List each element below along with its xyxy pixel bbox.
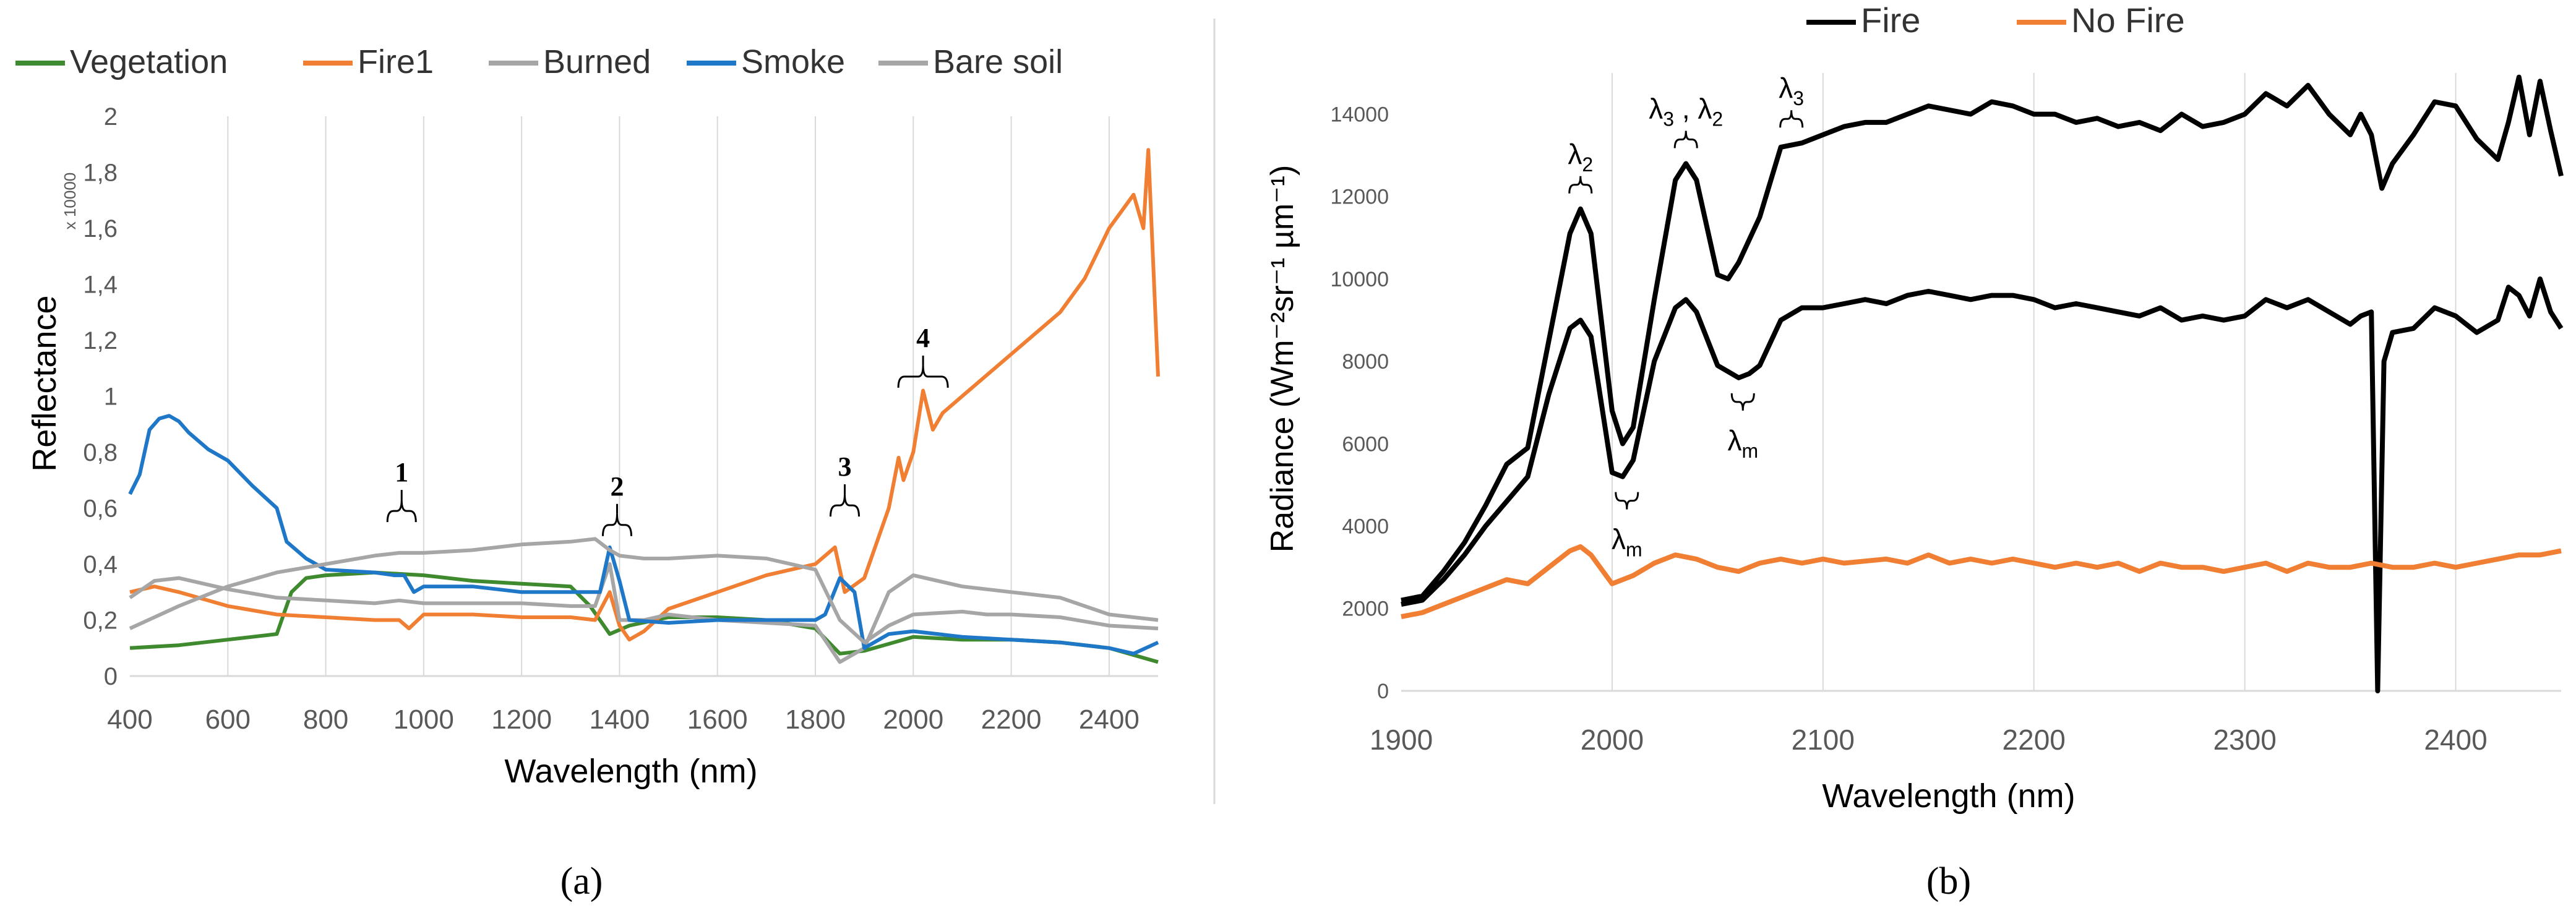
annotation-label: 4 [916, 323, 930, 353]
panel-b: 0 2000 4000 6000 8000 10000 12000 14000 1900 200… [1264, 1, 2564, 902]
x-tick-label: 1000 [393, 704, 454, 735]
annotation-bracket [1615, 492, 1639, 510]
legend-label: Vegetation [70, 43, 228, 80]
panel-b-legend: Fire No Fire [1806, 1, 2185, 40]
x-tick-label: 600 [205, 704, 251, 735]
panel-a-y-scale-note: x 10000 [61, 173, 79, 230]
x-tick-label: 800 [303, 704, 348, 735]
panel-b-gridlines [1611, 73, 2457, 691]
x-tick-label: 2200 [981, 704, 1042, 735]
y-tick-label: 1,2 [83, 327, 118, 354]
panel-a-gridlines [227, 116, 1110, 676]
x-tick-label: 2400 [2424, 724, 2487, 756]
panel-a-x-tick-labels: 400 600 800 1000 1200 1400 1600 1800 2000 2200 240… [107, 704, 1140, 735]
y-tick-label: 0,8 [83, 439, 118, 466]
x-tick-label: 2000 [1581, 724, 1644, 756]
series-line-fire [1401, 74, 2564, 603]
x-tick-label: 2200 [2003, 724, 2066, 756]
annotation-label: 2 [610, 471, 624, 502]
panel-a-legend: Vegetation Fire1 Burned Smoke Bare soil [15, 43, 1063, 80]
panel-b-x-tick-labels: 1900 2000 2100 2200 2300 2400 [1370, 724, 2488, 756]
panel-b-y-tick-labels: 0 2000 4000 6000 8000 10000 12000 14000 [1330, 103, 1389, 703]
y-tick-label: 14000 [1330, 103, 1389, 127]
series-line-vegetation [129, 570, 1159, 664]
x-tick-label: 1200 [491, 704, 552, 735]
y-tick-label: 8000 [1342, 350, 1389, 374]
legend-label: Burned [543, 43, 651, 80]
y-tick-label: 1,8 [83, 160, 118, 187]
y-tick-label: 0 [104, 663, 118, 690]
annotation-bracket [1779, 110, 1804, 128]
x-tick-label: 1900 [1370, 724, 1433, 756]
y-tick-label: 1 [104, 383, 118, 411]
panel-b-x-label: Wavelength (nm) [1822, 777, 2075, 815]
legend-label: Fire1 [358, 43, 434, 80]
annotation-bracket [386, 500, 417, 523]
x-tick-label: 2000 [883, 704, 943, 735]
x-tick-label: 400 [107, 704, 152, 735]
y-tick-label: 0,4 [83, 551, 118, 578]
x-tick-label: 1600 [687, 704, 748, 735]
panel-b-y-label: Radiance (Wm⁻²sr⁻¹ µm⁻¹) [1264, 165, 1300, 553]
series-line-burned [129, 562, 1159, 664]
panel-b-label: (b) [1926, 860, 1971, 902]
annotation-label: λm [1727, 424, 1758, 462]
annotation-label: 3 [838, 452, 851, 482]
annotation-bracket [601, 513, 632, 536]
y-tick-label: 0 [1377, 680, 1389, 703]
y-tick-label: 12000 [1330, 186, 1389, 209]
y-tick-label: 10000 [1330, 268, 1389, 291]
annotation-label: λ3 , λ2 [1649, 93, 1723, 131]
panel-b-series [1401, 74, 2564, 693]
x-tick-label: 2100 [1792, 724, 1855, 756]
x-tick-label: 1400 [589, 704, 650, 735]
x-tick-label: 1800 [785, 704, 846, 735]
annotation-label: λ3 [1779, 72, 1804, 109]
series-line-bare-soil [129, 537, 1159, 644]
series-line-fire1 [129, 148, 1160, 642]
annotation-label: λ2 [1568, 138, 1593, 176]
annotation-bracket [829, 494, 860, 517]
annotation-label: 1 [395, 457, 408, 487]
y-tick-label: 4000 [1342, 515, 1389, 539]
y-tick-label: 1,6 [83, 215, 118, 242]
y-tick-label: 0,2 [83, 607, 118, 635]
y-tick-label: 1,4 [83, 272, 118, 299]
legend-label: Smoke [741, 43, 845, 80]
series-line-fire [1401, 276, 2564, 693]
panel-a-series [128, 148, 1160, 664]
y-tick-label: 0,6 [83, 495, 118, 523]
annotation-bracket [897, 365, 949, 388]
x-tick-label: 2300 [2213, 724, 2276, 756]
legend-label: Fire [1861, 1, 1920, 40]
y-tick-label: 6000 [1342, 432, 1389, 456]
panel-a: 0 0,2 0,4 0,6 0,8 1 1,2 1,4 1,6 1,8 2 400 600 800 100… [15, 43, 1160, 902]
series-line-no-fire [1401, 544, 2562, 620]
annotation-bracket [1673, 131, 1698, 148]
annotation-bracket [1730, 393, 1755, 411]
annotation-label: λm [1612, 523, 1642, 561]
panel-a-label: (a) [560, 860, 603, 902]
y-tick-label: 2000 [1342, 597, 1389, 621]
legend-label: No Fire [2071, 1, 2185, 40]
panel-a-y-label: Reflectance [26, 295, 63, 471]
panel-a-x-label: Wavelength (nm) [504, 753, 757, 790]
x-tick-label: 2400 [1079, 704, 1140, 735]
annotation-bracket [1568, 176, 1593, 194]
panel-b-annotations: λ2 λ3 , λ2 λ3 λm λm [1568, 72, 1804, 560]
panel-a-annotations: 1 2 3 4 [386, 323, 949, 536]
y-tick-label: 2 [104, 103, 118, 131]
legend-label: Bare soil [933, 43, 1063, 80]
panel-a-y-tick-labels: 0 0,2 0,4 0,6 0,8 1 1,2 1,4 1,6 1,8 2 [83, 103, 118, 690]
series-line-smoke [128, 414, 1159, 656]
